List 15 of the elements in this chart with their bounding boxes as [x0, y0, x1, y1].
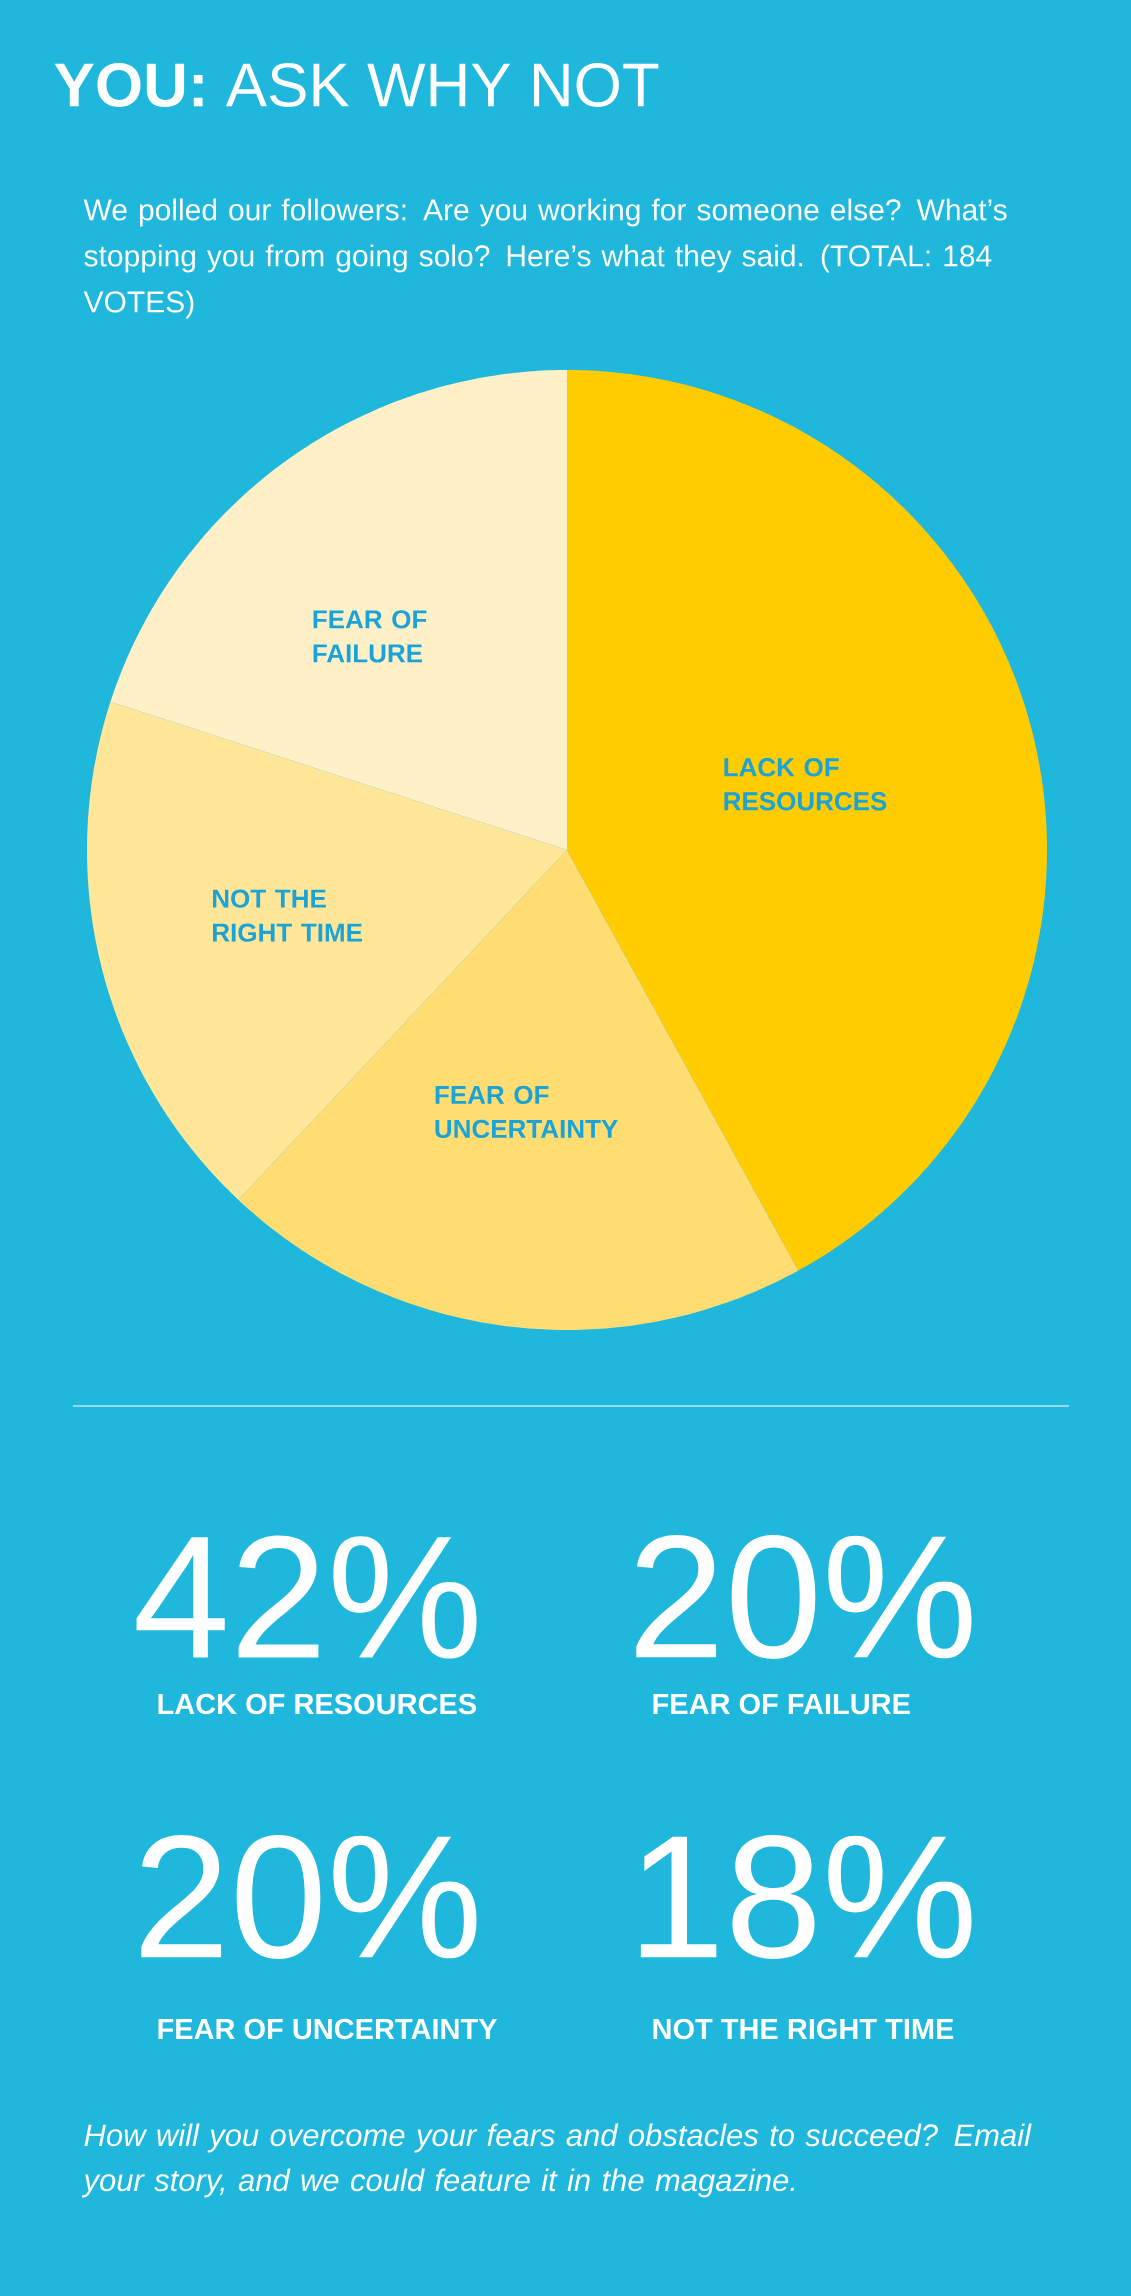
- slice-label: FEAR OF FAILURE: [313, 610, 427, 663]
- text: NOT THE RIGHT TIME: [653, 2018, 954, 2040]
- chart-title: YOU: ASK WHY NOT: [54, 63, 659, 107]
- text: FEAR OF UNCERTAINTY: [158, 2018, 498, 2040]
- text: 42%: [136, 1535, 477, 1659]
- text: 18%: [640, 1835, 972, 1959]
- text: 20%: [636, 1535, 972, 1659]
- text: FEAR OF FAILURE: [653, 1693, 910, 1715]
- text: How will you overcome your fears and obstacles to succeed? Email your story, and we could feature it in the magazine.: [81, 2123, 1032, 2198]
- slice-label: LACK OF RESOURCES: [724, 758, 887, 811]
- slice-label: NOT THE RIGHT TIME: [213, 889, 362, 942]
- text: LACK OF RESOURCES: [158, 1693, 476, 1715]
- chart-subtitle: We polled our followers: Are you working for someone else? What’s stopping you from going solo? Here’s what they said. (TOTAL: 184 VOTES): [83, 198, 1007, 319]
- text: 20%: [141, 1835, 477, 1959]
- slice-label: FEAR OF UNCERTAINTY: [435, 1085, 618, 1139]
